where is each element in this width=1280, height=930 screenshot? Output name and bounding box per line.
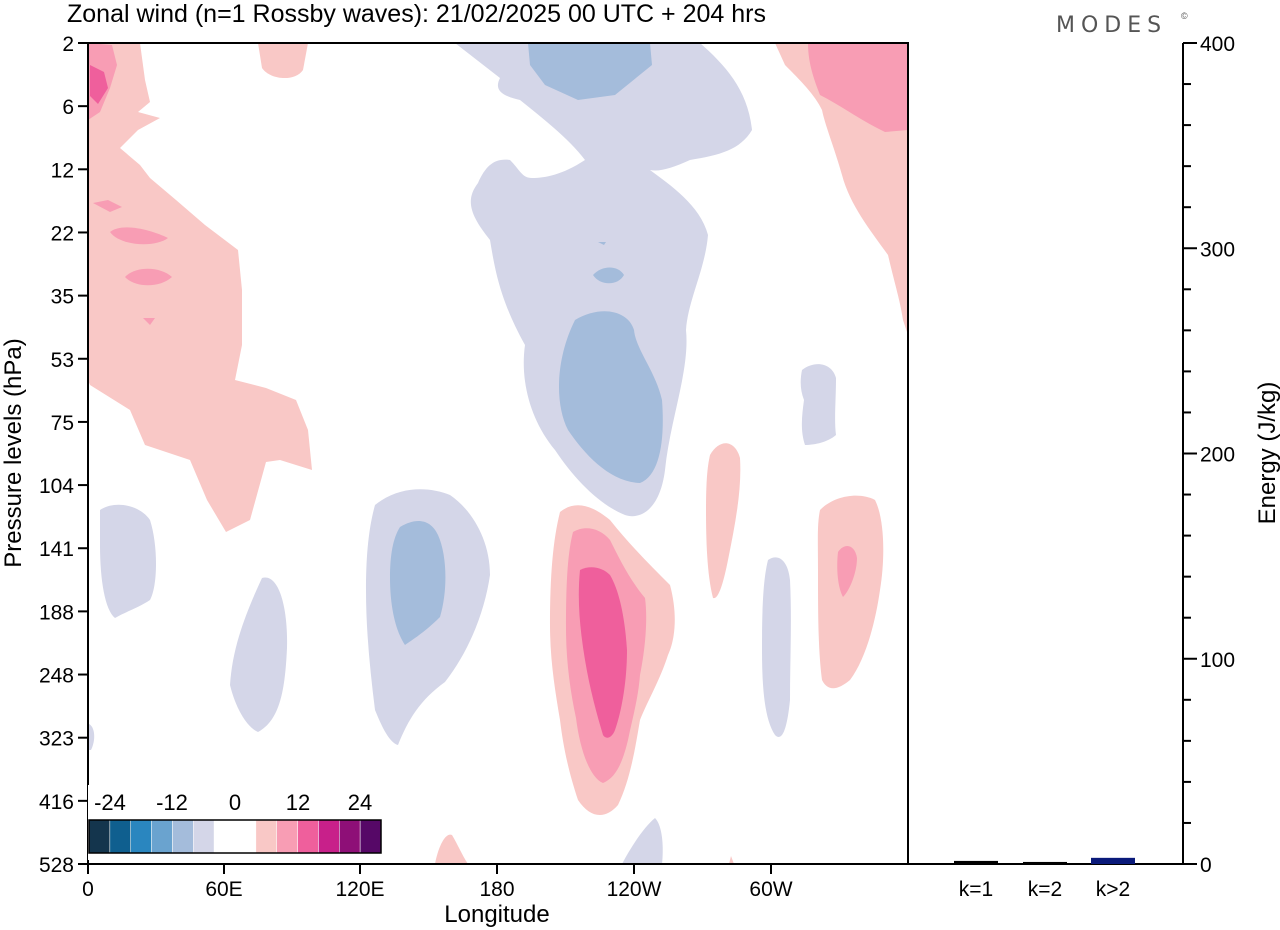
energy-bar-panel: 0 100 200 300 400 k=1 k=2 k>2 Energy (J/kg) bbox=[908, 33, 1280, 901]
colorbar-legend: -24 -12 0 12 24 bbox=[88, 785, 384, 860]
energy-tick-label: 0 bbox=[1200, 854, 1212, 877]
contour-region bbox=[93, 200, 122, 212]
x-axis: 0 60E 120E 180 120W 60W bbox=[82, 864, 793, 901]
colorbar-swatch bbox=[339, 819, 361, 854]
contour-plot: 0 60E 120E 180 120W 60W 2 6 12 22 35 53 75 104 141 188… bbox=[0, 33, 909, 928]
contour-region bbox=[817, 495, 884, 689]
energy-bars bbox=[954, 857, 1135, 864]
energy-category-label: k>2 bbox=[1096, 878, 1130, 901]
colorbar-label: 12 bbox=[286, 790, 310, 815]
y-axis: 2 6 12 22 35 53 75 104 141 188 248 323 416 528 bbox=[39, 33, 88, 877]
contour-fills bbox=[88, 43, 908, 864]
colorbar-swatch bbox=[88, 819, 111, 854]
contour-region bbox=[125, 268, 172, 286]
energy-tick-label: 400 bbox=[1200, 33, 1235, 56]
y-tick-label: 248 bbox=[39, 665, 74, 688]
colorbar-label: -24 bbox=[94, 790, 126, 815]
x-tick-label: 180 bbox=[479, 878, 514, 901]
contour-region bbox=[89, 724, 95, 750]
energy-bar bbox=[1091, 857, 1135, 864]
energy-tick-label: 100 bbox=[1200, 649, 1235, 672]
colorbar-label: 24 bbox=[348, 790, 372, 815]
colorbar-swatch bbox=[318, 819, 340, 854]
colorbar-swatch bbox=[130, 819, 152, 854]
modes-logo: MODES bbox=[1056, 13, 1167, 38]
colorbar-label: -12 bbox=[156, 790, 188, 815]
y-tick-label: 53 bbox=[51, 349, 74, 372]
contour-region bbox=[578, 567, 627, 738]
contour-region bbox=[528, 43, 652, 100]
contour-region bbox=[390, 521, 446, 645]
x-tick-label: 60E bbox=[205, 878, 242, 901]
y-axis-label: Pressure levels (hPa) bbox=[0, 338, 27, 567]
y-tick-label: 416 bbox=[39, 791, 74, 814]
colorbar-swatch bbox=[255, 819, 277, 854]
colorbar-swatch bbox=[234, 819, 257, 854]
contour-region bbox=[622, 818, 663, 864]
energy-category-label: k=2 bbox=[1028, 878, 1062, 901]
contour-region bbox=[762, 557, 791, 737]
contour-region bbox=[88, 43, 312, 532]
contour-region bbox=[593, 267, 624, 284]
contour-region bbox=[558, 311, 663, 483]
y-tick-label: 2 bbox=[62, 33, 74, 56]
y-tick-label: 6 bbox=[62, 96, 74, 119]
y-tick-label: 22 bbox=[51, 222, 74, 245]
y-tick-label: 188 bbox=[39, 601, 74, 624]
y-tick-label: 104 bbox=[39, 475, 74, 498]
y-tick-label: 141 bbox=[39, 538, 74, 561]
contour-region bbox=[729, 856, 734, 864]
energy-category-label: k=1 bbox=[959, 878, 993, 901]
y-tick-label: 75 bbox=[51, 412, 74, 435]
contour-region bbox=[800, 364, 836, 445]
copyright-mark: © bbox=[1181, 11, 1188, 21]
energy-tick-label: 300 bbox=[1200, 238, 1235, 261]
colorbar-swatch bbox=[151, 819, 173, 854]
contour-region bbox=[110, 227, 168, 245]
colorbar-swatch bbox=[213, 819, 236, 854]
colorbar-swatch bbox=[276, 819, 298, 854]
x-tick-label: 120E bbox=[335, 878, 384, 901]
contour-region bbox=[598, 242, 606, 245]
y-tick-label: 35 bbox=[51, 286, 74, 309]
colorbar-swatch bbox=[193, 819, 215, 854]
chart-title: Zonal wind (n=1 Rossby waves): 21/02/202… bbox=[67, 0, 766, 28]
energy-bar bbox=[1023, 861, 1067, 864]
colorbar-swatch bbox=[297, 819, 319, 854]
contour-region bbox=[435, 834, 468, 864]
contour-region bbox=[230, 577, 288, 732]
contour-region bbox=[143, 318, 155, 325]
y-tick-label: 323 bbox=[39, 728, 74, 751]
colorbar-swatch bbox=[172, 819, 194, 854]
x-tick-label: 60W bbox=[749, 878, 792, 901]
colorbar-swatch bbox=[359, 819, 382, 854]
x-axis-label: Longitude bbox=[444, 901, 549, 928]
y-tick-label: 528 bbox=[39, 854, 74, 877]
energy-y-axis: 0 100 200 300 400 bbox=[1183, 33, 1235, 877]
energy-categories: k=1 k=2 k>2 bbox=[959, 878, 1130, 901]
energy-bar bbox=[954, 860, 998, 864]
contour-region bbox=[90, 65, 108, 104]
x-tick-label: 120W bbox=[607, 878, 662, 901]
colorbar-frame bbox=[88, 819, 382, 854]
colorbar-swatch bbox=[109, 819, 131, 854]
energy-tick-label: 200 bbox=[1200, 444, 1235, 467]
energy-axis-label: Energy (J/kg) bbox=[1254, 382, 1280, 525]
contour-region bbox=[100, 504, 156, 618]
colorbar-label: 0 bbox=[229, 790, 241, 815]
contour-region bbox=[837, 546, 857, 597]
contour-region bbox=[706, 443, 741, 599]
x-tick-label: 0 bbox=[82, 878, 94, 901]
y-tick-label: 12 bbox=[51, 159, 74, 182]
contour-region bbox=[808, 43, 908, 132]
contour-region bbox=[258, 43, 308, 79]
